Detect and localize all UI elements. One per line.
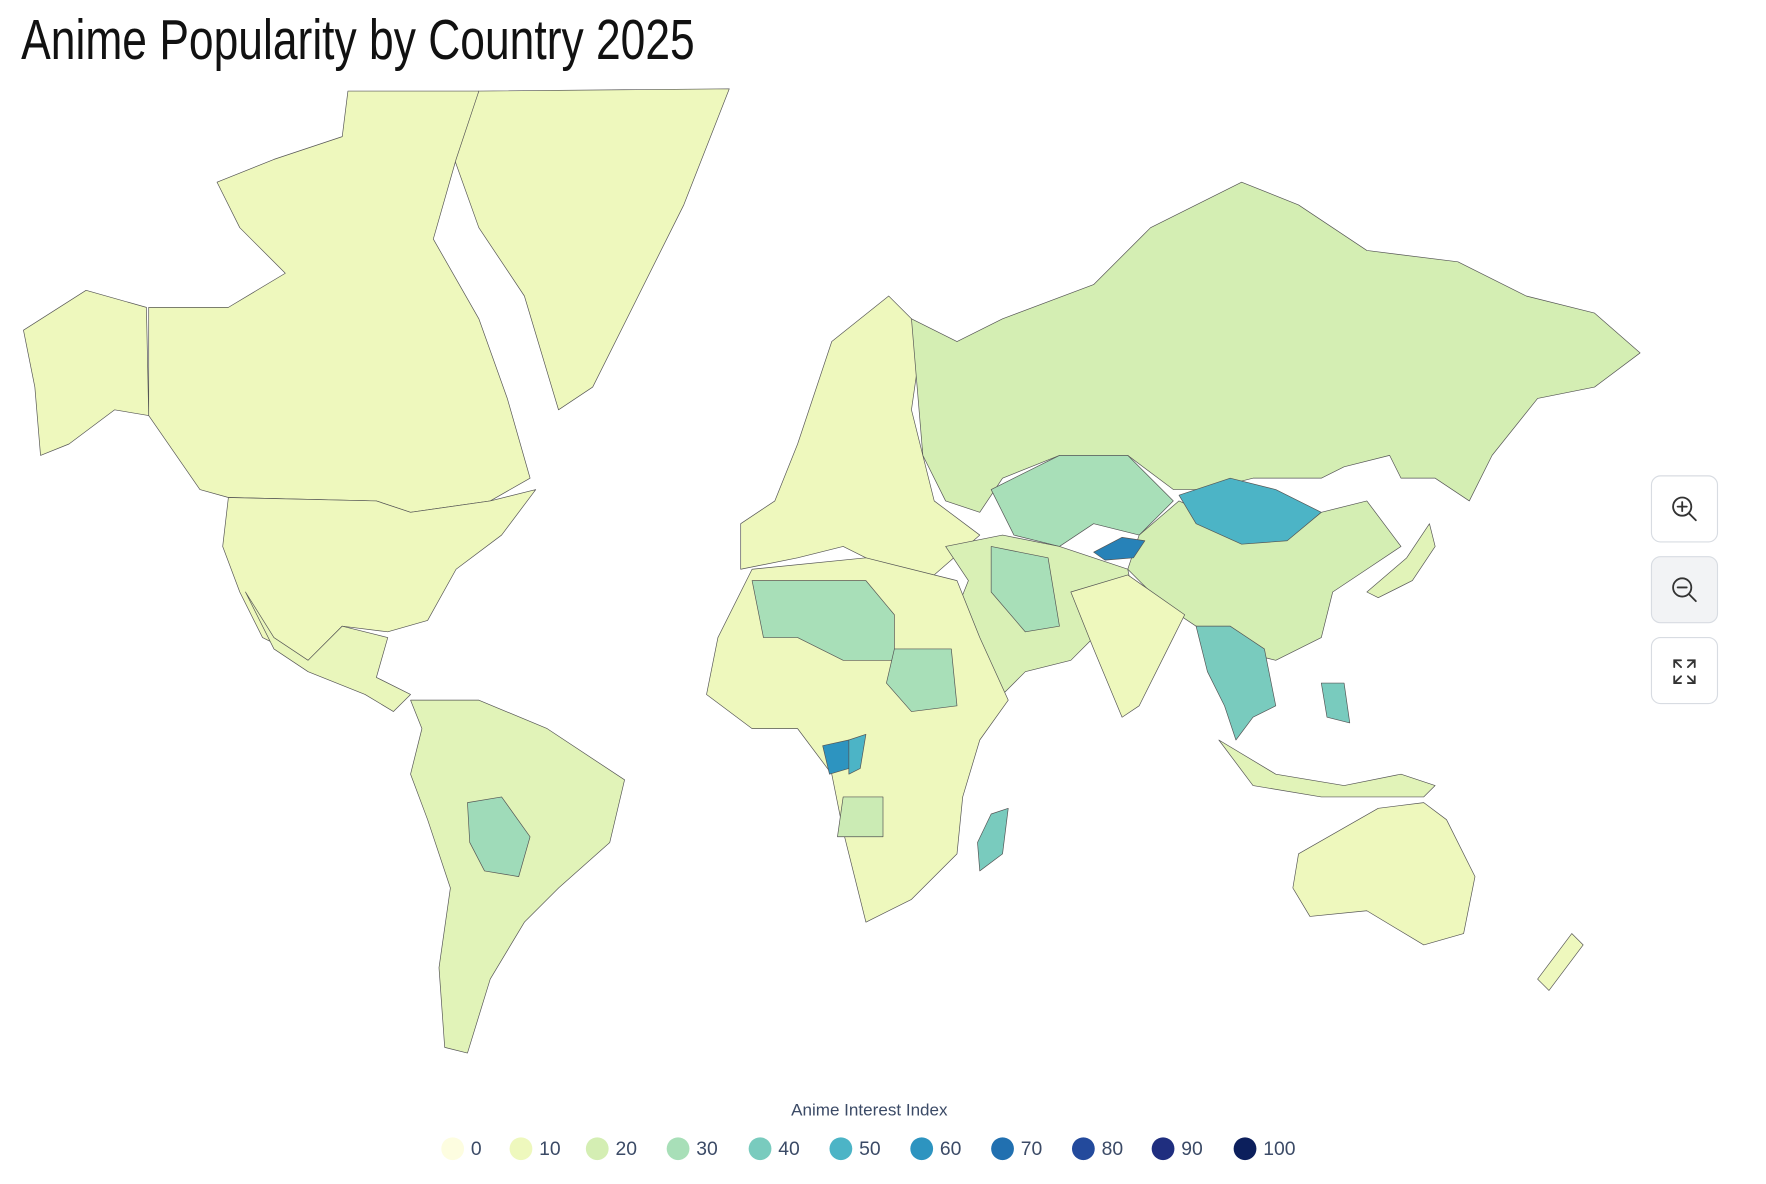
legend-label: 30 <box>696 1138 718 1160</box>
legend-label: 20 <box>615 1138 637 1160</box>
country <box>1366 523 1436 599</box>
country <box>886 648 958 712</box>
country <box>1218 739 1436 798</box>
country <box>911 181 1641 513</box>
legend-label: 40 <box>778 1138 800 1160</box>
country <box>245 591 411 712</box>
legend-label: 0 <box>471 1138 482 1160</box>
legend-swatch <box>829 1137 853 1161</box>
country <box>1093 537 1146 561</box>
legend-swatch <box>1071 1137 1095 1161</box>
country <box>1070 574 1186 718</box>
fullscreen-button[interactable] <box>1650 636 1719 705</box>
legend-label: 10 <box>539 1138 561 1160</box>
legend-swatch <box>748 1137 772 1161</box>
legend-swatch <box>1151 1137 1175 1161</box>
country <box>822 739 850 775</box>
legend-swatch <box>1233 1137 1257 1161</box>
legend-label: 50 <box>859 1138 881 1160</box>
zoom-out-button[interactable] <box>1650 556 1719 624</box>
legend-swatch <box>441 1137 465 1161</box>
legend-label: 70 <box>1021 1138 1043 1160</box>
map-title: Anime Popularity by Country 2025 <box>21 8 695 72</box>
zoom-in-button[interactable] <box>1650 475 1719 543</box>
legend-swatch <box>585 1137 609 1161</box>
legend: 0 10 20 30 40 50 60 70 80 90 100 <box>441 1137 1296 1161</box>
country <box>990 546 1060 633</box>
legend-swatch <box>509 1137 533 1161</box>
country <box>222 489 537 661</box>
country <box>1320 682 1351 724</box>
countries <box>23 88 1641 1054</box>
country <box>1292 802 1476 946</box>
country <box>848 733 867 775</box>
legend-label: 90 <box>1181 1138 1203 1160</box>
legend-label: 100 <box>1263 1138 1295 1160</box>
legend-swatch <box>910 1137 934 1161</box>
legend-title: Anime Interest Index <box>791 1101 948 1120</box>
country <box>977 807 1009 872</box>
country <box>837 796 884 838</box>
country <box>467 796 531 877</box>
country <box>1178 477 1322 545</box>
legend-label: 80 <box>1102 1138 1124 1160</box>
country <box>23 289 150 456</box>
legend-swatch <box>991 1137 1014 1161</box>
legend-label: 60 <box>940 1138 962 1160</box>
country <box>1537 933 1584 991</box>
country <box>1195 625 1277 741</box>
country <box>740 295 981 576</box>
legend-swatch <box>666 1137 690 1161</box>
country <box>450 88 730 411</box>
country <box>751 580 895 661</box>
